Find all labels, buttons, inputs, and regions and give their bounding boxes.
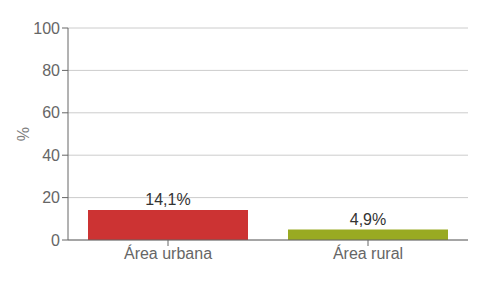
svg-text:0: 0 xyxy=(51,232,60,249)
svg-text:60: 60 xyxy=(42,104,60,121)
svg-text:Área urbana: Área urbana xyxy=(124,244,212,262)
svg-text:Área rural: Área rural xyxy=(333,244,403,262)
svg-text:80: 80 xyxy=(42,62,60,79)
svg-text:100: 100 xyxy=(33,20,60,37)
svg-text:4,9%: 4,9% xyxy=(350,211,386,228)
svg-text:40: 40 xyxy=(42,147,60,164)
svg-text:%: % xyxy=(15,127,32,141)
svg-text:14,1%: 14,1% xyxy=(145,191,190,208)
svg-text:20: 20 xyxy=(42,189,60,206)
